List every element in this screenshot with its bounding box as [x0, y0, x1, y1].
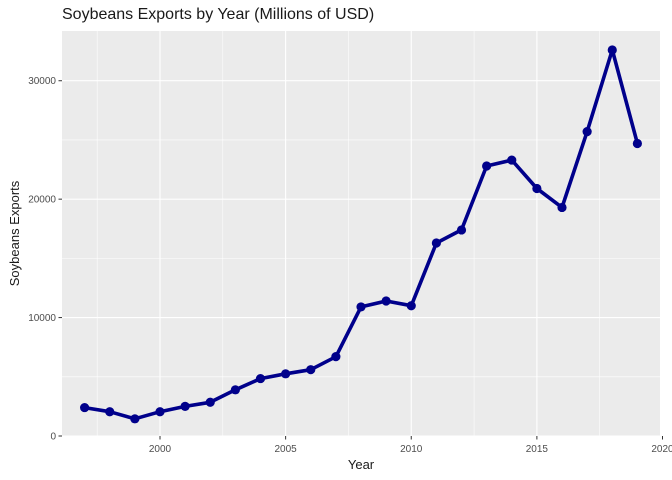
data-point [230, 385, 240, 395]
y-tick-label: 0 [50, 432, 56, 443]
data-point [130, 414, 140, 424]
data-point [406, 301, 416, 311]
data-point [306, 365, 316, 375]
data-point [356, 302, 366, 312]
axis-tick-labels: 2000 2005 2010 2015 2020 0 10000 20000 30000 [28, 76, 672, 455]
minor-gridlines [62, 31, 660, 436]
data-point [381, 296, 391, 306]
data-point [331, 352, 341, 362]
data-point [105, 407, 115, 417]
series-layer [80, 45, 642, 424]
data-point [582, 127, 592, 137]
data-point [155, 407, 165, 417]
chart-title: Soybeans Exports by Year (Millions of US… [62, 6, 375, 23]
x-tick-label: 2015 [526, 444, 549, 455]
data-point [431, 238, 441, 248]
x-tick-label: 2010 [400, 444, 423, 455]
axis-ticks [58, 80, 664, 440]
x-tick-label: 2020 [651, 444, 672, 455]
data-point [205, 397, 215, 407]
major-gridlines [62, 31, 660, 437]
data-point [507, 155, 517, 165]
data-point [255, 373, 266, 384]
data-point [607, 45, 617, 55]
data-point [80, 402, 90, 413]
plot-panel [62, 31, 660, 436]
x-tick-label: 2000 [149, 444, 172, 455]
y-axis-title: Soybeans Exports [7, 180, 22, 286]
x-tick-label: 2005 [274, 444, 297, 455]
data-point [180, 401, 190, 411]
y-tick-label: 20000 [28, 195, 56, 206]
data-point [456, 225, 467, 235]
y-tick-label: 10000 [28, 313, 56, 324]
y-tick-label: 30000 [28, 76, 56, 87]
x-axis-title: Year [348, 457, 375, 472]
data-point [532, 183, 542, 194]
data-point [482, 161, 492, 171]
data-point [632, 138, 642, 149]
data-point [281, 369, 291, 379]
data-point [557, 202, 567, 213]
